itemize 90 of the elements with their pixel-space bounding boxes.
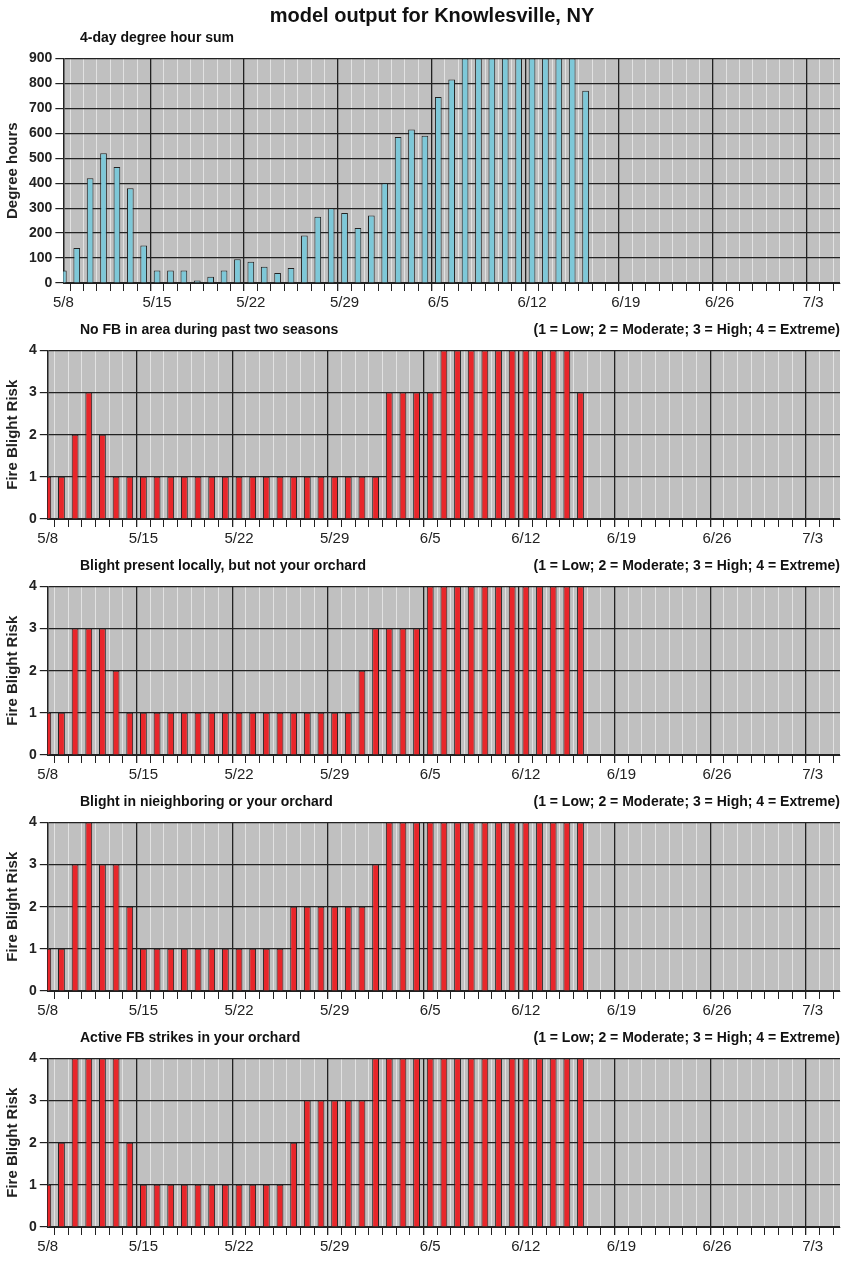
y-tick-label: 600 bbox=[29, 124, 53, 141]
y-tick-label: 1 bbox=[28, 703, 37, 720]
text: (1 = Low; 2 = Moderate; 3 = High; 4 = Extreme) bbox=[533, 321, 840, 339]
x-tick-label: 5/15 bbox=[128, 529, 158, 547]
x-tick-label: 6/26 bbox=[702, 1237, 732, 1255]
x-tick-label: 5/15 bbox=[128, 765, 158, 783]
x-tick-label: 5/29 bbox=[320, 1001, 350, 1019]
x-tick-label: 5/15 bbox=[128, 1001, 158, 1019]
x-tick-label: 5/22 bbox=[224, 529, 254, 547]
x-tick-label: 6/19 bbox=[606, 1237, 637, 1255]
y-tick-label: 4 bbox=[28, 1049, 37, 1066]
y-tick-label: 3 bbox=[28, 383, 37, 400]
x-tick-label: 5/15 bbox=[128, 1237, 158, 1255]
y-tick-label: 0 bbox=[28, 981, 37, 998]
x-tick-label: 7/3 bbox=[802, 529, 824, 547]
x-tick-label: 6/19 bbox=[611, 293, 641, 311]
y-axis-title: Fire Blight Risk bbox=[3, 1087, 21, 1198]
y-tick-label: 400 bbox=[29, 174, 53, 191]
text: (1 = Low; 2 = Moderate; 3 = High; 4 = Extreme) bbox=[533, 557, 840, 575]
x-tick-label: 5/22 bbox=[224, 1237, 254, 1255]
x-tick-label: 7/3 bbox=[802, 765, 824, 783]
x-tick-label: 7/3 bbox=[802, 1001, 824, 1019]
y-axis-title: Fire Blight Risk bbox=[3, 615, 21, 726]
x-tick-label: 5/29 bbox=[320, 1237, 350, 1255]
y-tick-label: 4 bbox=[28, 813, 37, 830]
x-tick-label: 6/12 bbox=[511, 529, 541, 547]
y-tick-label: 2 bbox=[28, 661, 37, 678]
x-tick-label: 6/19 bbox=[606, 765, 637, 783]
y-tick-label: 1 bbox=[28, 467, 37, 484]
text: (1 = Low; 2 = Moderate; 3 = High; 4 = Extreme) bbox=[533, 1029, 840, 1047]
y-tick-label: 1 bbox=[28, 1175, 37, 1192]
x-tick-label: 5/8 bbox=[37, 1001, 59, 1019]
y-tick-label: 0 bbox=[28, 509, 37, 526]
x-tick-label: 6/5 bbox=[419, 529, 441, 547]
y-tick-label: 100 bbox=[29, 248, 53, 265]
y-tick-label: 900 bbox=[29, 49, 53, 66]
y-axis-title: Fire Blight Risk bbox=[3, 379, 21, 490]
x-tick-label: 6/19 bbox=[606, 529, 637, 547]
y-tick-label: 2 bbox=[28, 425, 37, 442]
x-tick-label: 5/8 bbox=[37, 1237, 59, 1255]
x-tick-label: 6/12 bbox=[511, 1237, 541, 1255]
y-tick-label: 300 bbox=[29, 198, 53, 215]
y-tick-label: 500 bbox=[29, 149, 53, 166]
y-axis-title: Degree hours bbox=[3, 122, 21, 220]
y-tick-label: 0 bbox=[44, 273, 53, 290]
text: (1 = Low; 2 = Moderate; 3 = High; 4 = Extreme) bbox=[533, 793, 840, 811]
y-tick-label: 800 bbox=[29, 74, 53, 91]
y-tick-label: 3 bbox=[28, 619, 37, 636]
y-tick-label: 3 bbox=[28, 1091, 37, 1108]
x-tick-label: 5/22 bbox=[224, 1001, 254, 1019]
x-tick-label: 6/19 bbox=[606, 1001, 637, 1019]
chart-title: Blight in nieighboring or your orchard bbox=[80, 793, 333, 811]
x-tick-label: 6/26 bbox=[702, 529, 732, 547]
y-tick-label: 700 bbox=[29, 99, 53, 116]
x-tick-label: 5/22 bbox=[224, 765, 254, 783]
x-tick-label: 5/29 bbox=[320, 529, 350, 547]
x-tick-label: 6/5 bbox=[419, 765, 441, 783]
x-tick-label: 6/26 bbox=[704, 293, 735, 311]
chart-title: model output for Knowlesville, NY bbox=[268, 3, 596, 28]
x-tick-label: 6/5 bbox=[427, 293, 449, 311]
x-tick-label: 5/29 bbox=[329, 293, 360, 311]
x-tick-label: 5/8 bbox=[37, 529, 59, 547]
x-tick-label: 6/12 bbox=[517, 293, 547, 311]
y-tick-label: 200 bbox=[29, 223, 53, 240]
x-tick-label: 6/5 bbox=[419, 1001, 441, 1019]
x-tick-label: 6/12 bbox=[511, 765, 541, 783]
y-tick-label: 2 bbox=[28, 1133, 37, 1150]
x-tick-label: 6/12 bbox=[511, 1001, 541, 1019]
chart-title: No FB in area during past two seasons bbox=[80, 321, 339, 339]
y-tick-label: 2 bbox=[28, 897, 37, 914]
x-tick-label: 7/3 bbox=[802, 1237, 824, 1255]
x-tick-label: 5/15 bbox=[142, 293, 172, 311]
x-tick-label: 5/8 bbox=[52, 293, 74, 311]
chart-title: Active FB strikes in your orchard bbox=[80, 1029, 301, 1047]
y-tick-label: 1 bbox=[28, 939, 37, 956]
y-tick-label: 0 bbox=[28, 1217, 37, 1234]
y-axis-title: Fire Blight Risk bbox=[3, 851, 21, 962]
chart-title: Blight present locally, but not your orchard bbox=[80, 557, 366, 575]
y-tick-label: 3 bbox=[28, 855, 37, 872]
x-tick-label: 5/8 bbox=[37, 765, 59, 783]
x-tick-label: 5/29 bbox=[320, 765, 350, 783]
y-tick-label: 4 bbox=[28, 341, 37, 358]
x-tick-label: 6/26 bbox=[702, 1001, 732, 1019]
x-tick-label: 7/3 bbox=[802, 293, 824, 311]
y-tick-label: 4 bbox=[28, 577, 37, 594]
y-tick-label: 0 bbox=[28, 745, 37, 762]
chart-subtitle: 4-day degree hour sum bbox=[80, 29, 235, 47]
x-tick-label: 6/26 bbox=[702, 765, 732, 783]
x-tick-label: 6/5 bbox=[419, 1237, 441, 1255]
x-tick-label: 5/22 bbox=[236, 293, 266, 311]
